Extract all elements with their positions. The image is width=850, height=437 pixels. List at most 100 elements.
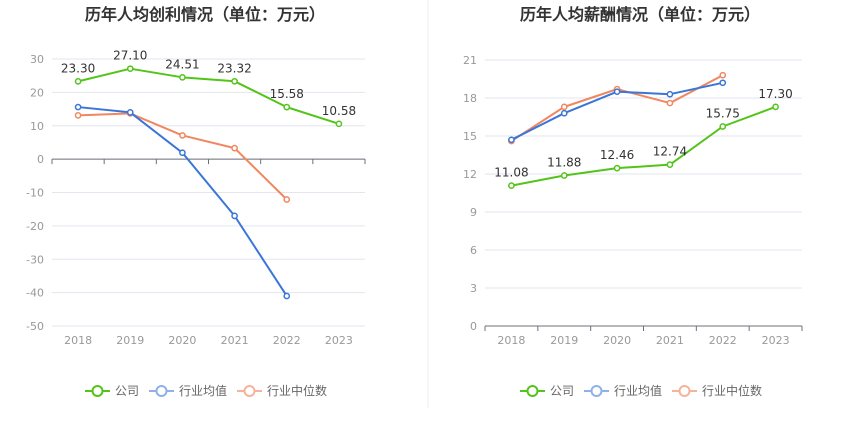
- data-point: [508, 182, 515, 190]
- data-point: [126, 109, 134, 116]
- data-point: [231, 77, 238, 85]
- x-tick-label: 2020: [168, 334, 196, 347]
- legend-label: 公司: [115, 384, 139, 398]
- data-label: 11.08: [494, 166, 528, 180]
- data-point: [126, 65, 134, 73]
- y-tick-label: 30: [30, 53, 44, 66]
- data-point: [719, 123, 727, 130]
- profit-chart: 历年人均创利情况（单位：万元） 30 20 10 0 -10 -20 -30 -40 -50 20…: [26, 5, 366, 398]
- data-point: [613, 88, 621, 96]
- data-point: [508, 136, 515, 144]
- y-tick-label: 12: [463, 168, 477, 181]
- y-tick-label: 0: [37, 153, 44, 166]
- x-tick-label: 2022: [273, 334, 301, 347]
- data-label: 15.75: [706, 107, 740, 121]
- y-tick-label: 10: [30, 120, 44, 133]
- legend-label: 行业均值: [179, 383, 227, 398]
- profit-chart-title: 历年人均创利情况（单位：万元）: [85, 5, 325, 24]
- data-point: [613, 164, 621, 172]
- data-label: 15.58: [270, 87, 304, 101]
- data-point: [283, 292, 291, 300]
- legend-item[interactable]: 公司: [520, 384, 574, 398]
- data-point: [560, 103, 568, 111]
- data-point: [719, 71, 727, 79]
- y-tick-label: 3: [470, 282, 477, 295]
- legend-label: 行业中位数: [267, 383, 327, 398]
- legend-label: 行业均值: [614, 383, 662, 398]
- legend-item[interactable]: 行业中位数: [672, 383, 762, 398]
- profit-series-2: [74, 110, 291, 203]
- x-tick-label: 2018: [497, 334, 525, 347]
- x-tick-label: 2022: [709, 334, 737, 347]
- salary-data-labels: 11.08 11.88 12.46 12.74 15.75 17.30: [494, 87, 793, 180]
- profit-grid: [52, 58, 365, 327]
- y-tick-label: -50: [26, 320, 44, 333]
- legend-marker: [91, 385, 104, 397]
- data-point: [560, 109, 568, 117]
- y-tick-label: -30: [26, 253, 44, 266]
- salary-series-1: [508, 79, 727, 144]
- data-label: 17.30: [758, 87, 792, 101]
- data-label: 27.10: [113, 49, 147, 63]
- legend-label: 公司: [550, 384, 574, 398]
- series-line: [510, 74, 724, 142]
- data-point: [231, 212, 238, 220]
- salary-axes: 21 18 15 12 9 6 3 0 2018 2019 2020 2021 2022 2023: [463, 54, 803, 347]
- series-line: [78, 112, 288, 201]
- legend-item[interactable]: 公司: [85, 384, 139, 398]
- x-tick-label: 2019: [550, 334, 578, 347]
- legend-marker: [155, 385, 168, 397]
- y-tick-label: 6: [470, 244, 477, 257]
- data-label: 11.88: [547, 156, 581, 170]
- data-label: 12.74: [653, 145, 687, 159]
- series-line: [77, 67, 340, 125]
- profit-legend: 公司 行业均值 行业中位数: [85, 383, 327, 398]
- legend-item[interactable]: 行业中位数: [237, 383, 327, 398]
- y-tick-label: -10: [26, 187, 44, 200]
- data-point: [179, 73, 186, 81]
- data-point: [283, 103, 291, 111]
- legend-item[interactable]: 行业均值: [584, 383, 662, 398]
- data-point: [666, 99, 674, 107]
- profit-data-labels: 23.30 27.10 24.51 23.32 15.58 10.58: [61, 49, 356, 118]
- legend-label: 行业中位数: [702, 383, 762, 398]
- y-tick-label: 18: [463, 92, 477, 105]
- data-point: [179, 149, 186, 157]
- profit-axes: 30 20 10 0 -10 -20 -30 -40 -50 2018 2019 2020 2021 20…: [26, 53, 366, 347]
- y-tick-label: 21: [463, 54, 477, 67]
- data-label: 23.32: [217, 61, 251, 75]
- data-point: [666, 161, 674, 168]
- y-tick-label: -40: [26, 287, 44, 300]
- x-tick-label: 2021: [221, 334, 249, 347]
- data-label: 24.51: [165, 57, 199, 71]
- legend-item[interactable]: 行业均值: [149, 383, 227, 398]
- x-tick-label: 2020: [603, 334, 631, 347]
- salary-chart-title: 历年人均薪酬情况（单位：万元）: [520, 5, 760, 24]
- salary-legend: 公司 行业均值 行业中位数: [520, 383, 762, 398]
- x-tick-label: 2021: [656, 334, 684, 347]
- data-label: 23.30: [61, 61, 95, 75]
- data-point: [335, 120, 343, 128]
- profit-series: [74, 65, 343, 300]
- x-tick-label: 2023: [762, 334, 790, 347]
- data-point: [283, 196, 291, 203]
- data-point: [719, 79, 727, 87]
- data-point: [74, 103, 82, 111]
- x-tick-label: 2018: [64, 334, 92, 347]
- data-point: [666, 90, 674, 98]
- profit-series-1: [74, 103, 291, 300]
- y-tick-label: 0: [470, 320, 477, 333]
- y-tick-label: -20: [26, 220, 44, 233]
- legend-marker: [678, 385, 691, 397]
- series-line: [511, 105, 776, 187]
- y-tick-label: 9: [470, 206, 477, 219]
- data-point: [74, 112, 82, 119]
- data-label: 12.46: [600, 148, 634, 162]
- salary-series-0: [508, 103, 779, 190]
- x-tick-label: 2019: [116, 334, 144, 347]
- data-label: 10.58: [322, 104, 356, 118]
- salary-grid: [485, 59, 802, 327]
- data-point: [560, 172, 568, 179]
- legend-marker: [590, 385, 603, 397]
- data-point: [772, 103, 779, 111]
